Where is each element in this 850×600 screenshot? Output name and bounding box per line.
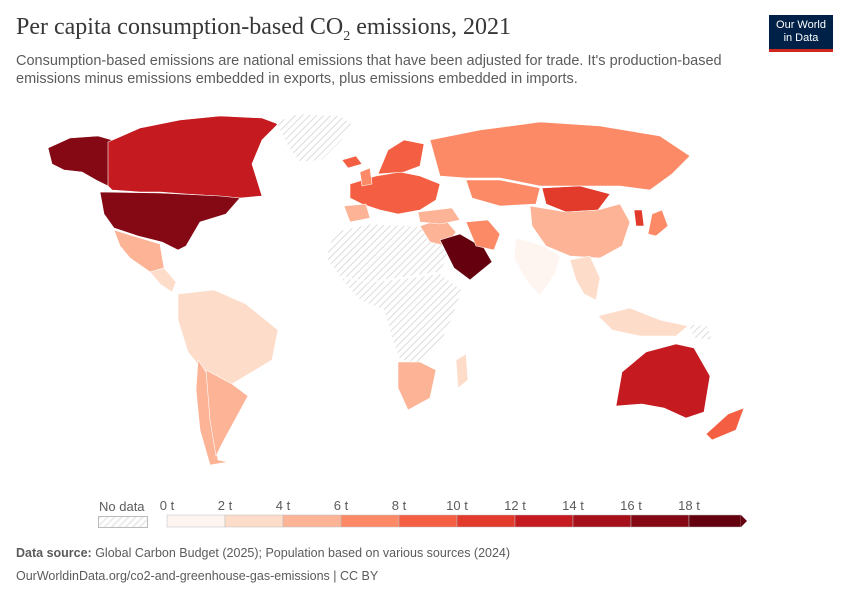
legend-tick-label: 0 t bbox=[160, 498, 175, 513]
legend-bin-8[interactable] bbox=[630, 514, 690, 528]
region-united-kingdom[interactable]: United Kingdom bbox=[359, 167, 373, 187]
legend-tick-label: 14 t bbox=[562, 498, 584, 513]
region-spain[interactable]: Spain bbox=[343, 203, 371, 223]
owid-logo[interactable]: Our World in Data bbox=[769, 15, 833, 52]
legend-tick-label: 8 t bbox=[392, 498, 407, 513]
legend-bin-2[interactable] bbox=[282, 514, 342, 528]
region-australia[interactable]: Australia bbox=[615, 343, 711, 419]
legend-tick-label: 2 t bbox=[218, 498, 233, 513]
region-papua-new-guinea[interactable]: Papua New Guinea bbox=[687, 323, 713, 341]
legend-tick-label: 6 t bbox=[334, 498, 349, 513]
region-greenland[interactable]: Greenland bbox=[275, 113, 353, 163]
region-turkey[interactable]: Turkey bbox=[417, 207, 461, 225]
chart-title: Per capita consumption-based CO2 emissio… bbox=[16, 14, 511, 44]
region-southeast-asia[interactable]: Southeast Asia bbox=[569, 255, 601, 301]
legend-bin-6[interactable] bbox=[514, 514, 574, 528]
region-india[interactable]: India bbox=[513, 237, 561, 297]
legend-bin-4[interactable] bbox=[398, 514, 458, 528]
region-russia[interactable]: Russia bbox=[429, 121, 691, 191]
region-japan[interactable]: Japan bbox=[647, 209, 669, 237]
legend-scale: 0 t 2 t 4 t 6 t 8 t 10 t 12 t 14 t 16 t 18 t bbox=[160, 498, 747, 528]
region-canada[interactable]: Canada bbox=[107, 115, 279, 199]
region-alaska[interactable]: Alaska bbox=[47, 135, 113, 187]
legend-bin-3[interactable] bbox=[340, 514, 400, 528]
region-china[interactable]: China bbox=[529, 203, 631, 259]
chart-subtitle: Consumption-based emissions are national… bbox=[16, 53, 722, 87]
region-north-africa[interactable]: North Africa bbox=[325, 223, 449, 283]
world-map: Alaska Canada Greenland United States Me… bbox=[47, 113, 745, 466]
logo-line-2: in Data bbox=[783, 31, 819, 44]
legend-bin-7[interactable] bbox=[572, 514, 632, 528]
region-new-zealand[interactable]: New Zealand bbox=[705, 407, 745, 441]
legend-tick-label: 12 t bbox=[504, 498, 526, 513]
region-united-states[interactable]: United States bbox=[99, 191, 241, 251]
logo-line-1: Our World bbox=[776, 19, 826, 31]
region-kazakhstan[interactable]: Kazakhstan bbox=[465, 179, 541, 207]
legend-bin-9[interactable] bbox=[688, 514, 742, 528]
legend-no-data-swatch bbox=[98, 516, 148, 528]
region-indonesia[interactable]: Indonesia bbox=[597, 307, 689, 337]
region-iceland[interactable]: Iceland bbox=[341, 155, 363, 169]
legend-bin-0[interactable] bbox=[166, 514, 226, 528]
region-argentina[interactable]: Argentina bbox=[205, 369, 249, 457]
legend-arrow-icon bbox=[741, 515, 747, 527]
region-madagascar[interactable]: Madagascar bbox=[455, 353, 469, 389]
data-source: Data source: Global Carbon Budget (2025)… bbox=[16, 546, 511, 560]
legend-bin-1[interactable] bbox=[224, 514, 284, 528]
legend-tick-label: 4 t bbox=[276, 498, 291, 513]
region-mongolia[interactable]: Mongolia bbox=[541, 185, 611, 213]
region-southern-africa[interactable]: Southern Africa bbox=[397, 361, 437, 411]
source-url[interactable]: OurWorldinData.org/co2-and-greenhouse-ga… bbox=[16, 569, 379, 583]
legend-tick-label: 16 t bbox=[620, 498, 642, 513]
legend-tick-label: 10 t bbox=[446, 498, 468, 513]
legend-no-data-label: No data bbox=[99, 499, 145, 514]
legend-bin-5[interactable] bbox=[456, 514, 516, 528]
region-iran[interactable]: Iran bbox=[465, 219, 501, 251]
region-scandinavia[interactable]: Scandinavia bbox=[377, 139, 425, 175]
region-sub-saharan-africa[interactable]: Sub-Saharan Africa bbox=[339, 273, 463, 363]
legend-tick-label: 18 t bbox=[678, 498, 700, 513]
region-korea[interactable]: Korea bbox=[633, 209, 645, 227]
region-central-america[interactable]: Central America bbox=[149, 267, 177, 293]
region-south-america[interactable]: South America bbox=[177, 289, 279, 385]
